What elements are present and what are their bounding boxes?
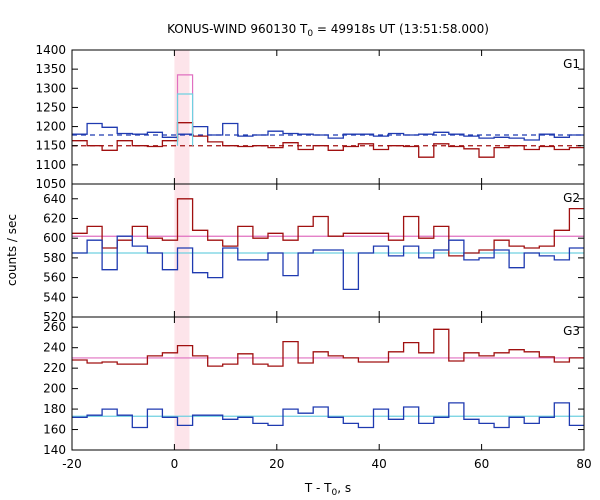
- g1-panel-label: G1: [563, 57, 580, 71]
- g2-ytick-label: 520: [43, 310, 66, 324]
- y-axis-label: counts / sec: [5, 214, 19, 286]
- g2-panel-label: G2: [563, 191, 580, 205]
- series-layer: [72, 74, 584, 429]
- g1-ytick-label: 1350: [35, 62, 66, 76]
- g1-series-1: [72, 122, 584, 158]
- highlight-band-layer: [174, 50, 190, 450]
- g1-ytick-label: 1100: [35, 158, 66, 172]
- g2-series-1: [72, 235, 584, 291]
- g1-ytick-label: 1200: [35, 120, 66, 134]
- g1-series-0: [72, 122, 584, 141]
- g3-ytick-label: 260: [43, 320, 66, 334]
- g1-peak-1: [176, 93, 194, 146]
- x-tick-label: -20: [62, 457, 82, 471]
- g3-series-1: [72, 402, 584, 429]
- g1-ytick-label: 1250: [35, 100, 66, 114]
- g2-ytick-label: 620: [43, 211, 66, 225]
- g2-ytick-label: 580: [43, 251, 66, 265]
- chart-title: KONUS-WIND 960130 T0 = 49918s UT (13:51:…: [167, 22, 489, 39]
- g3-ytick-label: 240: [43, 341, 66, 355]
- g3-ytick-label: 220: [43, 361, 66, 375]
- g2-ytick-label: 600: [43, 231, 66, 245]
- x-tick-label: 40: [372, 457, 387, 471]
- x-tick-label: 60: [474, 457, 489, 471]
- x-tick-label: 80: [576, 457, 591, 471]
- g3-ytick-label: 180: [43, 402, 66, 416]
- g2-ytick-label: 560: [43, 271, 66, 285]
- fit-lines-layer: [72, 134, 584, 417]
- axes-frame-layer: [71, 49, 585, 451]
- tick-labels-layer: 10501100115012001250130013501400G1520540…: [35, 43, 591, 471]
- x-tick-label: 20: [269, 457, 284, 471]
- g2-ytick-label: 640: [43, 192, 66, 206]
- g3-frame: [71, 316, 585, 451]
- x-tick-label: 0: [171, 457, 179, 471]
- g1-frame: [71, 49, 585, 185]
- g2-series-0: [72, 198, 584, 257]
- g1-ytick-label: 1300: [35, 81, 66, 95]
- g3-ytick-label: 140: [43, 443, 66, 457]
- g1-ytick-label: 1400: [35, 43, 66, 57]
- g1-ytick-label: 1050: [35, 177, 66, 191]
- g3-series-0: [72, 328, 584, 367]
- g3-ytick-label: 160: [43, 423, 66, 437]
- g3-panel-label: G3: [563, 324, 580, 338]
- x-axis-label: T - T0, s: [304, 481, 351, 498]
- g1-ytick-label: 1150: [35, 139, 66, 153]
- g2-ytick-label: 540: [43, 290, 66, 304]
- highlight-band: [174, 50, 190, 450]
- g3-ytick-label: 200: [43, 382, 66, 396]
